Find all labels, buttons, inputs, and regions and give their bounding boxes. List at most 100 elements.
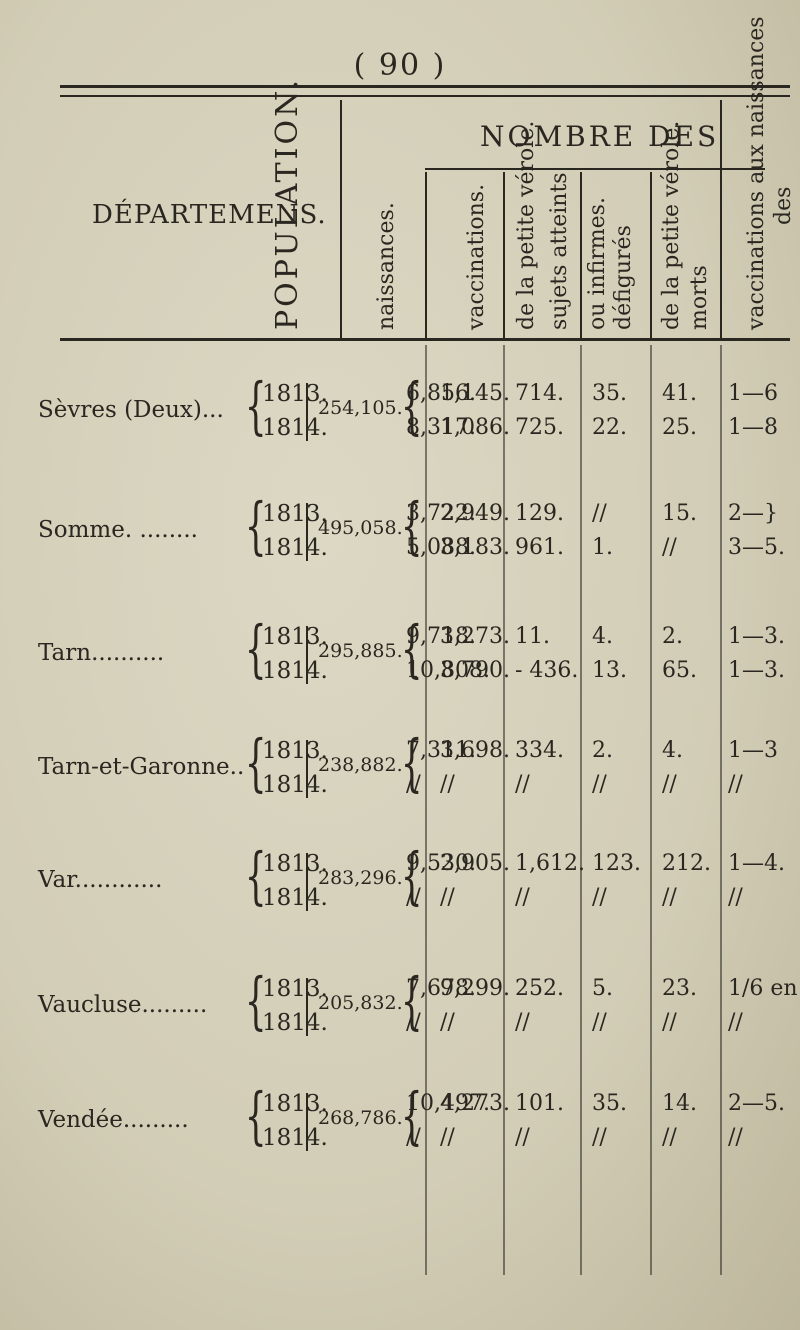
vacc-1814: 1,086. [440, 415, 510, 440]
def-1814: 1. [592, 535, 613, 560]
population-value: 268,786. [318, 1107, 403, 1129]
col-vacc-aux-heading-2: des [771, 186, 796, 225]
nombre-rule [425, 168, 765, 170]
population-brace: { [400, 839, 423, 912]
col-vacc-aux-heading-1: vaccinations aux naissances [744, 16, 769, 330]
vacc-1813: 3,273. [440, 624, 510, 649]
top-rule-thin [60, 95, 790, 97]
body-sep-mor [650, 345, 652, 1275]
year-1814: 1814. [262, 772, 328, 798]
mor-1813: 23. [662, 976, 697, 1001]
mor-1814: 25. [662, 415, 697, 440]
naissances-1814: // [406, 772, 421, 797]
rat-1813: 1—3. [728, 624, 785, 649]
def-1814: 13. [592, 658, 627, 683]
mor-1813: 212. [662, 851, 711, 876]
col-sujets-heading-1: sujets atteints [547, 172, 572, 330]
rat-1814: // [728, 1010, 743, 1035]
def-1813: // [592, 501, 607, 526]
naissances-1813: 9,718. [406, 624, 476, 649]
suj-1814: 961. [515, 535, 564, 560]
suj-1813: 252. [515, 976, 564, 1001]
population-brace: { [400, 726, 423, 799]
population-value: 254,105. [318, 397, 403, 419]
year-1813: 1813. [262, 851, 328, 877]
department-name: Tarn.......... [38, 640, 165, 666]
department-name: Sèvres (Deux)... [38, 397, 224, 423]
population-brace: { [400, 1079, 423, 1152]
col-morts-heading-1: morts [687, 265, 712, 330]
naissances-1813: 10,497. [406, 1091, 490, 1116]
year-1814: 1814. [262, 1010, 328, 1036]
naissances-1814: // [406, 1125, 421, 1150]
body-sep-vacc [425, 345, 427, 1275]
mor-1814: 65. [662, 658, 697, 683]
year-1814: 1814. [262, 535, 328, 561]
header-bottom-rule [60, 338, 790, 341]
naissances-1814: // [406, 885, 421, 910]
suj-1814: // [515, 1010, 530, 1035]
body-sep-def [580, 345, 582, 1275]
year-brace: { [244, 369, 267, 442]
naissances-1814: 5,088. [406, 535, 476, 560]
def-1814: // [592, 1125, 607, 1150]
year-1813: 1813. [262, 381, 328, 407]
year-brace: { [244, 964, 267, 1037]
def-1813: 5. [592, 976, 613, 1001]
year-brace: { [244, 489, 267, 562]
def-1814: 22. [592, 415, 627, 440]
vacc-1814: // [440, 1125, 455, 1150]
year-1814: 1814. [262, 1125, 328, 1151]
year-brace: { [244, 612, 267, 685]
hdr-sep-4 [580, 172, 582, 338]
hdr-sep-2 [425, 172, 427, 338]
naissances-1813: 7,678. [406, 976, 476, 1001]
vacc-1813: 3,698. [440, 738, 510, 763]
mor-1813: 41. [662, 381, 697, 406]
def-1813: 4. [592, 624, 613, 649]
department-name: Vaucluse......... [38, 992, 208, 1018]
suj-1813: 129. [515, 501, 564, 526]
mor-1814: // [662, 1010, 677, 1035]
year-1814: 1814. [262, 415, 328, 441]
rat-1814: // [728, 1125, 743, 1150]
year-1813: 1813. [262, 501, 328, 527]
year-brace: { [244, 726, 267, 799]
department-name: Vendée......... [38, 1107, 189, 1133]
col-defigures-heading-2: ou infirmes. [585, 197, 610, 330]
population-brace: { [400, 964, 423, 1037]
vacc-1814: // [440, 885, 455, 910]
vacc-1814: // [440, 772, 455, 797]
col-defigures-heading-1: défigurés [611, 225, 636, 330]
def-1813: 35. [592, 1091, 627, 1116]
naissances-1813: 3,722. [406, 501, 476, 526]
naissances-1814: 8,317. [406, 415, 476, 440]
def-1813: 35. [592, 381, 627, 406]
year-bar [306, 626, 308, 684]
rat-1813: 1/6 en su [728, 976, 800, 1001]
mor-1813: 4. [662, 738, 683, 763]
mor-1814: // [662, 772, 677, 797]
year-1813: 1813. [262, 624, 328, 650]
population-brace: { [400, 489, 423, 562]
population-value: 295,885. [318, 640, 403, 662]
suj-1813: 714. [515, 381, 564, 406]
naissances-1814: // [406, 1010, 421, 1035]
year-1813: 1813. [262, 738, 328, 764]
rat-1813: 1—4. [728, 851, 785, 876]
hdr-sep-1 [340, 100, 342, 338]
vacc-1814: // [440, 1010, 455, 1035]
suj-1814: // [515, 772, 530, 797]
year-1813: 1813. [262, 976, 328, 1002]
year-brace: { [244, 1079, 267, 1152]
def-1813: 2. [592, 738, 613, 763]
year-bar [306, 503, 308, 561]
year-brace: { [244, 839, 267, 912]
def-1813: 123. [592, 851, 641, 876]
population-value: 205,832. [318, 992, 403, 1014]
departements-heading: DÉPARTEMENS. [92, 200, 327, 230]
year-1814: 1814. [262, 658, 328, 684]
nombre-des-heading: NOMBRE DES [480, 120, 720, 153]
population-value: 283,296. [318, 867, 403, 889]
